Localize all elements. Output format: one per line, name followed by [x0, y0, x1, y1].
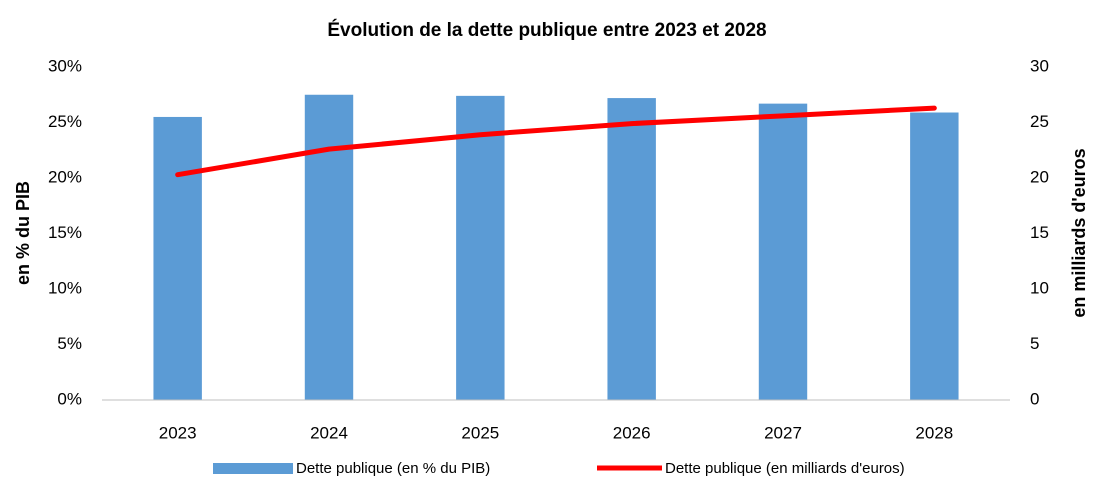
y-tick-label: 10%: [48, 278, 82, 297]
bar: [758, 103, 808, 400]
bar: [153, 116, 202, 400]
legend-label: Dette publique (en milliards d'euros): [665, 460, 905, 477]
y-axis-title: en % du PIB: [13, 181, 33, 285]
x-tick-label: 2025: [461, 423, 499, 442]
y-tick-label: 15%: [48, 223, 82, 242]
x-tick-label: 2028: [915, 423, 953, 442]
chart-title: Évolution de la dette publique entre 202…: [327, 19, 766, 41]
y2-tick-label: 15: [1030, 223, 1049, 242]
y-tick-label: 25%: [48, 112, 82, 131]
y2-tick-label: 5: [1030, 334, 1039, 353]
y2-tick-label: 0: [1030, 389, 1039, 408]
bar: [607, 98, 656, 400]
line: [175, 105, 937, 178]
y-tick-label: 20%: [48, 167, 82, 186]
y-tick-label: 0%: [57, 389, 82, 408]
y2-tick-label: 30: [1030, 56, 1049, 75]
x-tick-label: 2027: [764, 423, 802, 442]
bar: [910, 112, 959, 400]
y-tick-label: 30%: [48, 56, 82, 75]
x-tick-label: 2026: [613, 423, 651, 442]
y2-tick-label: 10: [1030, 278, 1049, 297]
y2-tick-label: 25: [1030, 112, 1049, 131]
bar: [304, 94, 354, 400]
legend-label: Dette publique (en % du PIB): [296, 460, 490, 477]
x-tick-label: 2023: [159, 423, 197, 442]
y-tick-label: 5%: [57, 334, 82, 353]
y2-tick-label: 20: [1030, 167, 1049, 186]
bar: [456, 95, 505, 401]
y2-axis-title: en milliards d'euros: [1069, 148, 1089, 317]
x-tick-label: 2024: [310, 423, 348, 442]
legend-swatch: [213, 463, 293, 474]
